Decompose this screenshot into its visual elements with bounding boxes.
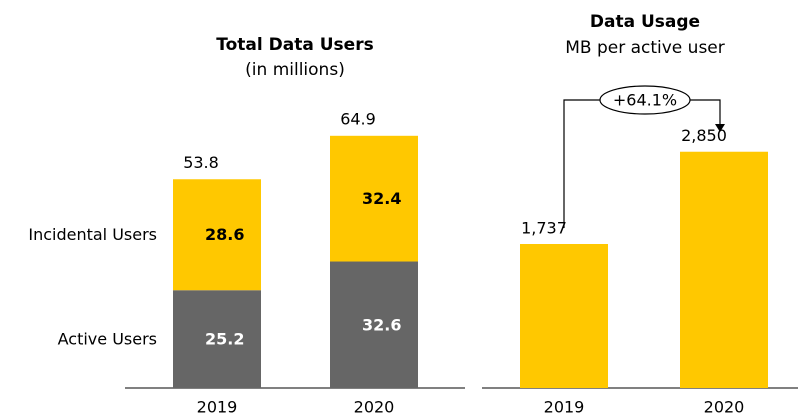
- value-label: 1,737: [521, 219, 567, 238]
- chart-title: Data Usage: [590, 12, 700, 32]
- bar: [680, 151, 768, 388]
- legend-label: Incidental Users: [28, 225, 157, 244]
- total-label: 53.8: [183, 153, 219, 172]
- x-tick-label: 2020: [354, 398, 395, 416]
- legend-label: Active Users: [58, 330, 157, 349]
- bar-segment: [173, 179, 261, 291]
- x-tick-label: 2020: [704, 398, 745, 416]
- bar-segment: [330, 135, 418, 262]
- value-label: 32.4: [362, 189, 401, 208]
- x-tick-label: 2019: [544, 398, 585, 416]
- annotation-arrow: [715, 124, 725, 132]
- bar-segment: [330, 261, 418, 388]
- chart-title: Total Data Users: [216, 35, 373, 55]
- total-label: 64.9: [340, 109, 376, 128]
- bar-segment: [173, 290, 261, 388]
- chart-subtitle: MB per active user: [565, 38, 725, 58]
- chart-subtitle: (in millions): [245, 60, 345, 80]
- x-tick-label: 2019: [197, 398, 238, 416]
- value-label: 25.2: [205, 330, 244, 349]
- value-label: 2,850: [681, 126, 727, 145]
- annotation-bubble: [599, 85, 691, 115]
- bar: [520, 244, 608, 388]
- value-label: 32.6: [362, 315, 401, 334]
- annotation: +64.1%: [613, 91, 677, 110]
- value-label: 28.6: [205, 225, 244, 244]
- annotation-connector: [563, 99, 721, 228]
